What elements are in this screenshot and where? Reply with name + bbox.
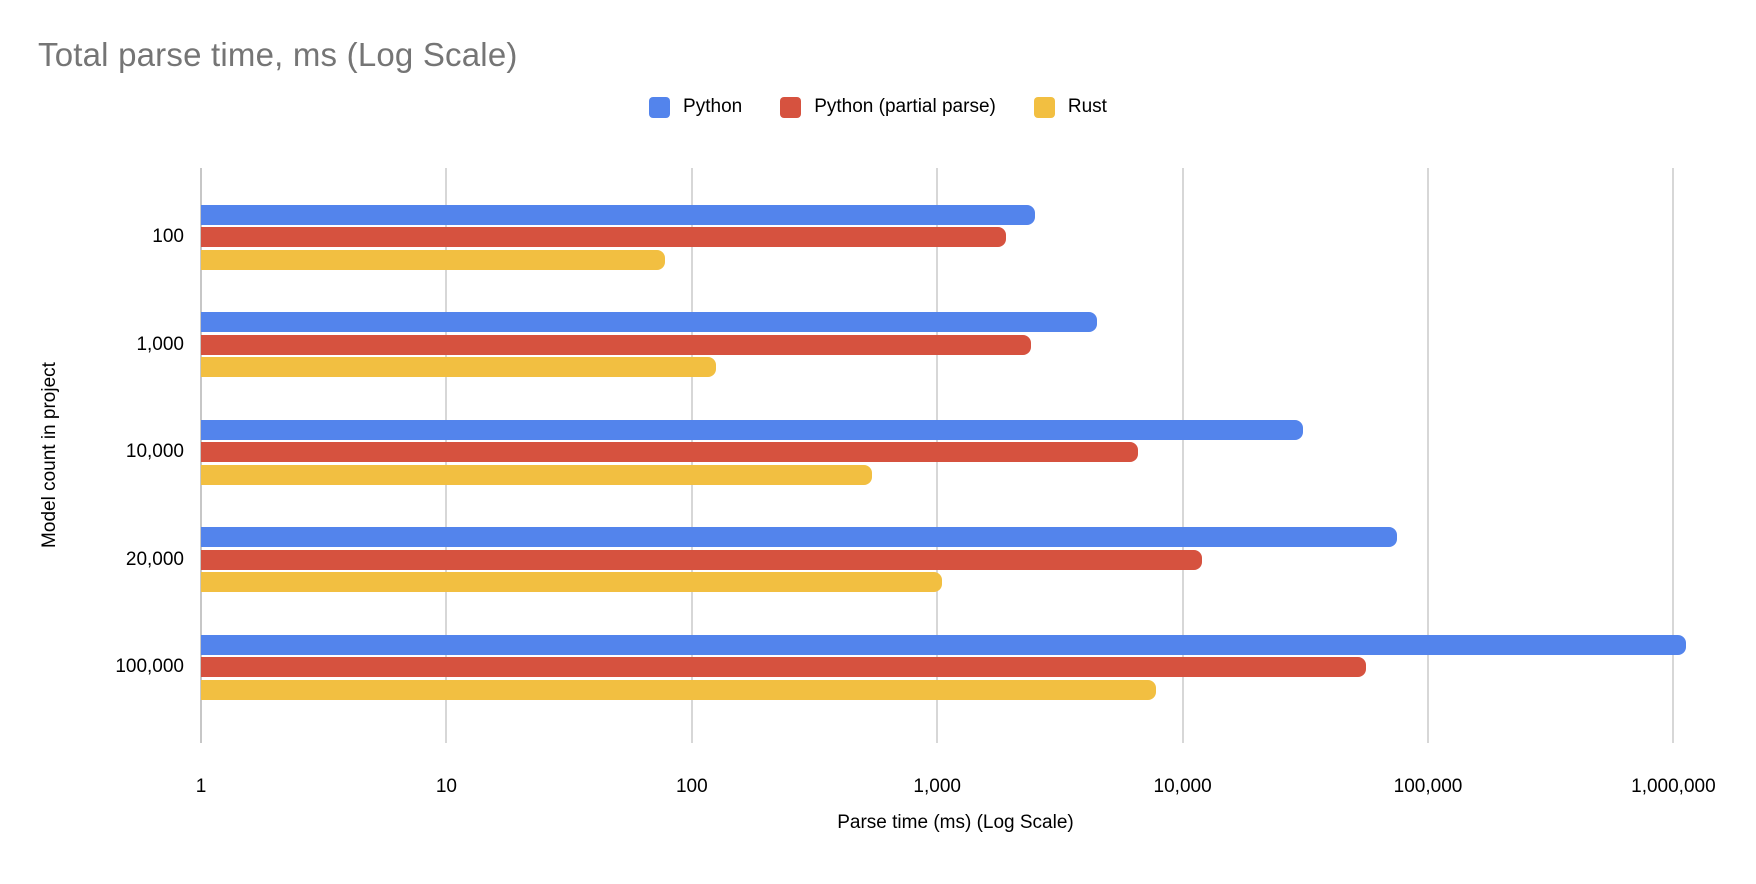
legend-label-rust: Rust xyxy=(1067,96,1107,117)
bar-python-partial-parse-100[interactable] xyxy=(201,227,1006,247)
legend: Python Python (partial parse) Rust xyxy=(0,96,1756,118)
x-tick-label: 1 xyxy=(195,776,207,797)
legend-item-rust[interactable]: Rust xyxy=(1033,96,1107,118)
bar-python-partial-parse-20000[interactable] xyxy=(201,549,1203,570)
y-tick-label: 100 xyxy=(152,226,184,247)
legend-swatch-rust xyxy=(1033,96,1055,118)
bar-rust-100[interactable] xyxy=(201,249,666,270)
legend-swatch-python-partial-parse xyxy=(780,96,802,118)
chart-title: Total parse time, ms (Log Scale) xyxy=(38,36,518,73)
bar-python-partial-parse-100000[interactable] xyxy=(201,657,1367,677)
bar-rust-20000[interactable] xyxy=(201,572,943,592)
x-tick-label: 10,000 xyxy=(1153,776,1212,797)
legend-item-python[interactable]: Python xyxy=(649,96,742,118)
x-axis-title: Parse time (ms) (Log Scale) xyxy=(837,812,1074,833)
bar-python-partial-parse-1000[interactable] xyxy=(201,334,1031,355)
bar-rust-1000[interactable] xyxy=(201,357,716,377)
bar-python-10000[interactable] xyxy=(201,419,1304,440)
bar-python-100000[interactable] xyxy=(201,634,1687,655)
legend-swatch-python xyxy=(649,96,671,118)
gridline xyxy=(1427,168,1429,743)
bar-rust-10000[interactable] xyxy=(201,464,872,485)
x-tick-label: 10 xyxy=(435,776,457,797)
bar-python-20000[interactable] xyxy=(201,527,1398,547)
y-tick-label: 1,000 xyxy=(136,333,184,355)
x-tick-label: 100 xyxy=(675,776,708,797)
y-axis-labels: 100 1,000 10,000 20,000 100,000 xyxy=(0,0,184,884)
y-tick-label: 20,000 xyxy=(125,548,184,570)
legend-label-python: Python xyxy=(683,96,743,117)
gridline xyxy=(1181,168,1184,743)
legend-item-python-partial-parse[interactable]: Python (partial parse) xyxy=(780,96,996,118)
plot-area xyxy=(200,168,1710,743)
bar-python-partial-parse-10000[interactable] xyxy=(201,442,1139,462)
y-tick-label: 10,000 xyxy=(125,441,184,462)
legend-label-python-partial-parse: Python (partial parse) xyxy=(814,96,996,117)
bar-rust-100000[interactable] xyxy=(201,679,1157,700)
gridline xyxy=(1672,168,1675,743)
bar-python-100[interactable] xyxy=(201,204,1035,225)
bar-python-1000[interactable] xyxy=(201,312,1098,332)
x-tick-label: 100,000 xyxy=(1393,776,1463,797)
y-tick-label: 100,000 xyxy=(115,656,184,677)
x-tick-label: 1,000,000 xyxy=(1631,776,1716,797)
x-tick-label: 1,000 xyxy=(913,776,961,797)
